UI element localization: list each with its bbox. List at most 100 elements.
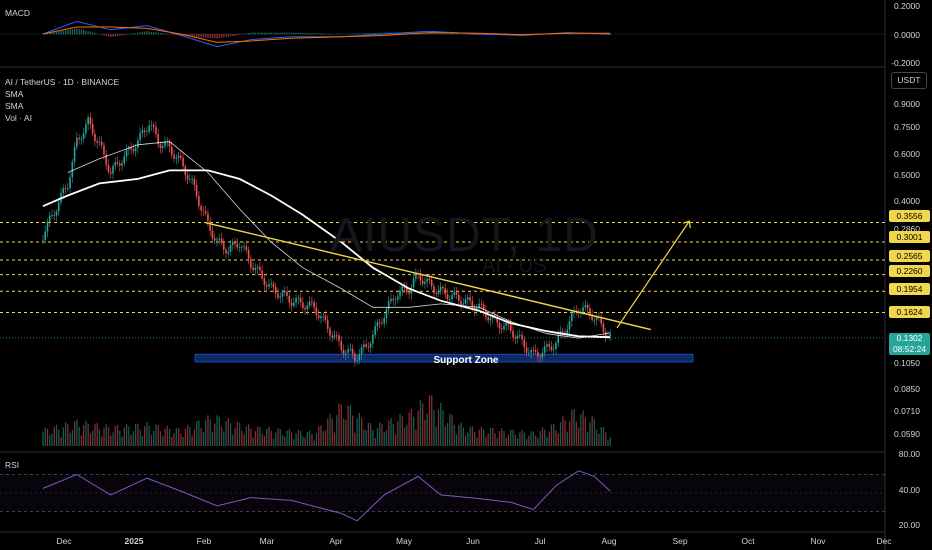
- month-tick: Dec: [56, 536, 72, 546]
- rsi-line: [42, 470, 611, 522]
- macd-histogram-bar: [309, 33, 311, 35]
- macd-histogram-bar: [234, 34, 236, 36]
- candle-body: [354, 353, 356, 361]
- volume-bar: [123, 427, 125, 446]
- candle-body: [442, 286, 444, 289]
- candle-body: [193, 178, 196, 186]
- volume-bar: [306, 431, 309, 446]
- sma-slow-legend[interactable]: SMA: [5, 101, 24, 111]
- volume-bar: [496, 437, 498, 446]
- symbol-title[interactable]: AI / TetherUS · 1D · BINANCE: [5, 77, 120, 87]
- price-tick: 0.9000: [894, 99, 920, 109]
- volume-bar: [128, 426, 130, 446]
- candle-body: [87, 117, 89, 125]
- candle-body: [500, 328, 503, 330]
- volume-bar: [460, 422, 462, 446]
- macd-histogram-bar: [227, 34, 229, 37]
- candle-body: [378, 322, 381, 324]
- macd-histogram-bar: [121, 34, 123, 36]
- volume-bar: [284, 436, 286, 446]
- volume-bar: [49, 435, 51, 446]
- volume-bar: [116, 425, 119, 446]
- volume-bar: [605, 432, 607, 446]
- macd-histogram-bar: [150, 31, 153, 35]
- volume-bar: [62, 427, 64, 446]
- volume-bar: [408, 412, 410, 446]
- candle-body: [209, 221, 211, 231]
- macd-histogram-bar: [370, 33, 372, 35]
- volume-bar: [453, 424, 455, 446]
- macd-histogram-bar: [356, 33, 358, 35]
- volume-bar: [202, 432, 205, 446]
- candle-body: [356, 360, 358, 362]
- volume-bar: [64, 422, 67, 446]
- sma-fast-legend[interactable]: SMA: [5, 89, 24, 99]
- rsi-tick: 80.00: [898, 449, 920, 459]
- volume-bar: [193, 429, 196, 446]
- volume-bar: [514, 434, 516, 446]
- month-tick: Jun: [466, 536, 480, 546]
- volume-bar: [503, 430, 505, 446]
- candle-body: [236, 244, 239, 248]
- volume-bar: [598, 433, 600, 446]
- candle-body: [256, 266, 259, 269]
- macd-histogram-bar: [354, 33, 356, 35]
- level-tag[interactable]: 0.2565: [889, 250, 930, 262]
- level-tag[interactable]: 0.1954: [889, 283, 930, 295]
- volume-bar: [171, 436, 173, 446]
- volume-bar: [216, 415, 218, 446]
- volume-bar: [451, 414, 453, 446]
- volume-bar: [351, 415, 354, 446]
- volume-bar: [238, 422, 241, 446]
- macd-histogram-bar: [89, 31, 92, 35]
- level-tag[interactable]: 0.1624: [889, 306, 930, 318]
- macd-histogram-bar: [270, 32, 272, 35]
- candle-body: [182, 157, 184, 167]
- level-tag[interactable]: 0.3556: [889, 210, 930, 222]
- month-tick: Feb: [196, 536, 212, 546]
- macd-histogram-bar: [568, 33, 571, 35]
- month-tick: Sep: [672, 536, 688, 546]
- level-tag[interactable]: 0.3001: [889, 231, 930, 243]
- rsi-legend: RSI: [5, 459, 19, 471]
- candle-body: [446, 294, 449, 300]
- macd-histogram-bar: [311, 33, 313, 35]
- macd-histogram-bar: [85, 30, 87, 35]
- candle-body: [602, 323, 605, 333]
- macd-histogram-bar: [286, 32, 288, 35]
- candle-body: [306, 305, 309, 310]
- volume-bar: [363, 429, 365, 446]
- candle-body: [534, 350, 537, 353]
- volume-legend[interactable]: Vol · AI: [5, 113, 32, 123]
- candle-body: [243, 246, 245, 247]
- candle-body: [367, 346, 370, 348]
- volume-bar: [537, 438, 539, 446]
- macd-histogram-bar: [164, 33, 166, 35]
- macd-histogram-bar: [236, 34, 238, 36]
- macd-histogram-bar: [374, 32, 376, 35]
- macd-histogram-bar: [351, 33, 354, 35]
- volume-bar: [105, 424, 107, 446]
- macd-histogram-bar: [451, 33, 453, 35]
- volume-bar: [198, 420, 200, 446]
- macd-histogram-bar: [248, 32, 250, 35]
- level-tag[interactable]: 0.2260: [889, 265, 930, 277]
- volume-bar: [261, 433, 263, 446]
- price-tick: 0.5000: [894, 170, 920, 180]
- volume-bar: [602, 427, 605, 446]
- volume-bar: [250, 428, 252, 446]
- currency-button[interactable]: USDT: [891, 72, 927, 89]
- candle-body: [112, 165, 114, 174]
- volume-bar: [53, 426, 55, 446]
- volume-bar: [507, 434, 510, 446]
- macd-histogram-bar: [141, 31, 144, 35]
- volume-bar: [148, 425, 150, 446]
- volume-bar: [372, 430, 374, 446]
- candle-body: [455, 292, 458, 295]
- price-tick: 0.1050: [894, 358, 920, 368]
- volume-bar: [309, 430, 311, 446]
- macd-histogram-bar: [71, 29, 74, 35]
- candle-body: [125, 149, 128, 157]
- volume-bar: [333, 432, 336, 446]
